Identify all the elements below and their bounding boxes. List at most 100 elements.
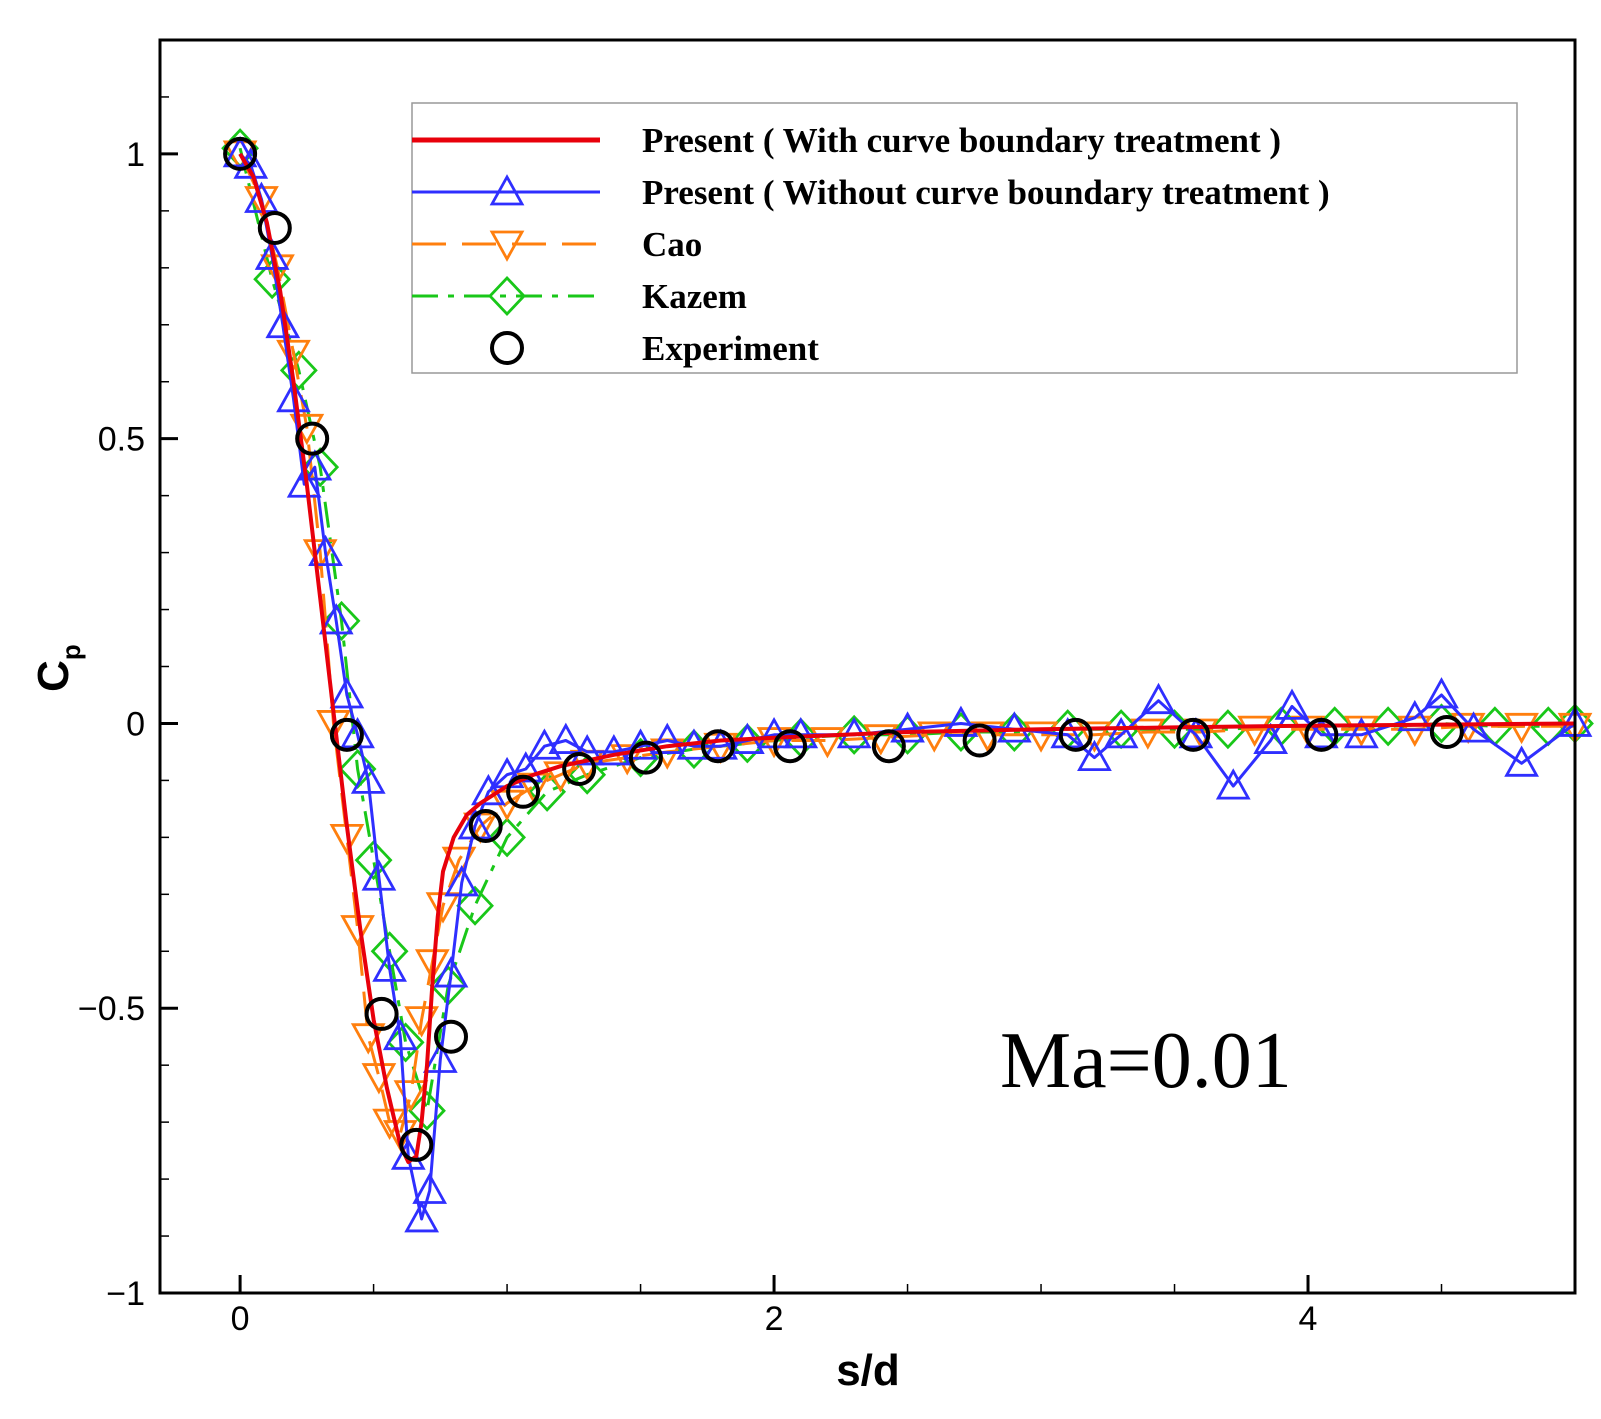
marker-kazem bbox=[995, 711, 1034, 753]
marker-cao bbox=[810, 727, 845, 759]
y-tick-label: −0.5 bbox=[78, 990, 145, 1028]
marker-experiment bbox=[257, 210, 292, 245]
marker-present-without bbox=[276, 380, 311, 413]
legend-marker bbox=[490, 331, 524, 365]
marker-cao bbox=[414, 949, 450, 981]
marker-present-without bbox=[548, 722, 584, 754]
marker-experiment bbox=[434, 1019, 469, 1054]
marker-present-without bbox=[444, 865, 480, 897]
legend-marker bbox=[489, 174, 525, 206]
marker-present-without bbox=[596, 734, 632, 766]
marker-present-without bbox=[297, 449, 333, 481]
marker-cao bbox=[372, 1108, 407, 1141]
legend-entry-experiment: Experiment bbox=[490, 329, 819, 368]
marker-present-without bbox=[508, 751, 544, 783]
marker-present-without bbox=[412, 1172, 448, 1204]
legend-label: Cao bbox=[642, 225, 702, 264]
marker-experiment bbox=[468, 808, 503, 843]
marker-experiment bbox=[562, 752, 597, 787]
series-present-without bbox=[222, 136, 1593, 1233]
marker-experiment bbox=[871, 729, 906, 764]
marker-experiment bbox=[223, 136, 258, 171]
marker-present-without bbox=[1077, 739, 1112, 772]
marker-cao bbox=[1023, 721, 1059, 753]
marker-present-without bbox=[422, 1041, 458, 1073]
legend-label: Present ( With curve boundary treatment … bbox=[642, 121, 1281, 160]
marker-present-without bbox=[471, 773, 506, 806]
marker-present-without bbox=[1504, 745, 1539, 777]
marker-present-without bbox=[527, 728, 562, 760]
marker-kazem bbox=[386, 1022, 425, 1063]
marker-kazem bbox=[456, 885, 494, 926]
plot-frame bbox=[158, 38, 1577, 1295]
marker-kazem bbox=[408, 1090, 446, 1131]
marker-experiment bbox=[700, 729, 735, 764]
svg-text:Cp: Cp bbox=[29, 644, 86, 692]
legend-marker bbox=[488, 275, 526, 317]
marker-present-without bbox=[1215, 768, 1251, 800]
marker-experiment bbox=[399, 1127, 434, 1162]
marker-kazem bbox=[488, 817, 527, 858]
legend-label: Kazem bbox=[642, 277, 747, 316]
marker-present-without bbox=[222, 136, 258, 168]
marker-cao bbox=[1504, 712, 1539, 745]
marker-present-without bbox=[943, 705, 979, 737]
mach-annotation: Ma=0.01 bbox=[1000, 1017, 1292, 1105]
marker-present-without bbox=[350, 762, 386, 794]
marker-present-without bbox=[404, 1201, 440, 1233]
series-line-present-with bbox=[238, 152, 1576, 1164]
series-experiment bbox=[223, 136, 1464, 1162]
y-tick-label: 1 bbox=[126, 136, 145, 174]
legend-entry-present-with: Present ( With curve boundary treatment … bbox=[412, 121, 1281, 160]
marker-present-without bbox=[308, 534, 343, 566]
marker-kazem bbox=[1369, 706, 1408, 747]
legend-entry-cao: Cao bbox=[412, 225, 702, 264]
marker-present-without bbox=[1424, 677, 1459, 709]
marker-experiment bbox=[628, 740, 663, 775]
marker-cao bbox=[302, 539, 338, 571]
series-present-with bbox=[238, 152, 1576, 1164]
legend-label: Experiment bbox=[642, 329, 819, 368]
legend-marker bbox=[489, 230, 525, 262]
marker-present-without bbox=[649, 722, 685, 754]
legend-label: Present ( Without curve boundary treatme… bbox=[642, 173, 1330, 212]
legend: Present ( With curve boundary treatment … bbox=[411, 102, 1518, 374]
marker-present-without bbox=[1253, 722, 1289, 754]
marker-cao bbox=[1077, 721, 1112, 753]
marker-present-without bbox=[1303, 716, 1339, 749]
marker-present-without bbox=[703, 728, 739, 760]
marker-cao bbox=[1237, 715, 1273, 748]
marker-cao bbox=[1130, 718, 1166, 750]
legend-entry-present-without: Present ( Without curve boundary treatme… bbox=[412, 173, 1330, 212]
marker-present-without bbox=[1274, 688, 1310, 720]
marker-kazem bbox=[354, 840, 393, 881]
marker-present-without bbox=[233, 147, 269, 179]
marker-present-without bbox=[318, 603, 354, 635]
marker-experiment bbox=[1304, 717, 1339, 752]
y-axis-label: Cp bbox=[29, 644, 86, 692]
marker-present-without bbox=[433, 956, 469, 988]
marker-present-without bbox=[1103, 716, 1139, 749]
marker-present-without bbox=[329, 677, 365, 709]
marker-present-without bbox=[1178, 716, 1214, 749]
x-tick-label: 2 bbox=[765, 1300, 784, 1338]
marker-experiment bbox=[506, 774, 541, 809]
x-axis-label: s/d bbox=[836, 1346, 900, 1395]
marker-experiment bbox=[1429, 714, 1464, 749]
marker-cao bbox=[756, 727, 792, 759]
y-axis-label-main: C bbox=[29, 660, 78, 692]
marker-present-without bbox=[569, 734, 605, 766]
marker-experiment bbox=[329, 717, 364, 752]
marker-experiment bbox=[1058, 717, 1093, 752]
x-tick-label: 0 bbox=[231, 1300, 250, 1338]
series-layer bbox=[221, 128, 1594, 1233]
marker-present-without bbox=[382, 1018, 418, 1051]
x-tick-label: 4 bbox=[1299, 1300, 1318, 1338]
marker-present-without bbox=[1141, 682, 1176, 715]
marker-present-without bbox=[361, 859, 397, 891]
marker-cao bbox=[361, 1063, 397, 1095]
y-axis-label-sub: p bbox=[56, 644, 86, 660]
marker-experiment bbox=[1176, 717, 1211, 752]
marker-present-without bbox=[1344, 716, 1379, 749]
